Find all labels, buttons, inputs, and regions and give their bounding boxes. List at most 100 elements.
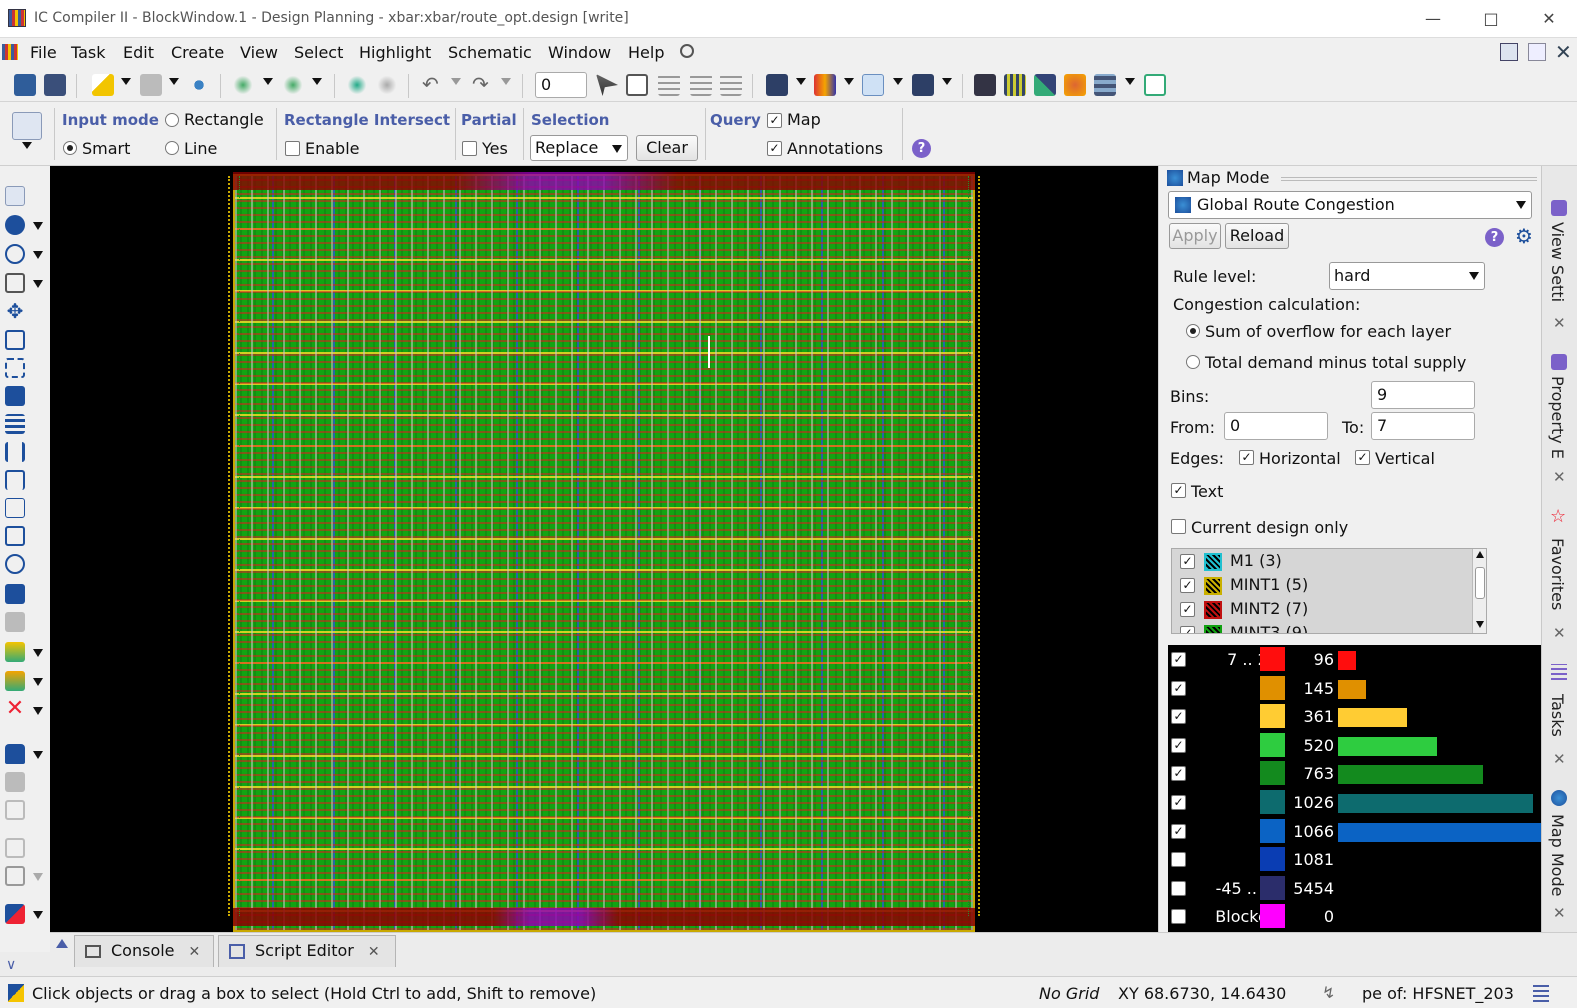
legend-checkbox[interactable] [1171, 909, 1186, 925]
flip-icon[interactable] [5, 358, 25, 378]
cells-icon[interactable] [5, 671, 25, 691]
chevron-down-icon[interactable] [451, 78, 461, 85]
undo-icon[interactable]: ↶ [422, 72, 439, 96]
map-mode-select[interactable]: Global Route Congestion [1168, 191, 1532, 219]
select-area-icon[interactable] [5, 498, 25, 518]
distribute-icon[interactable] [690, 74, 712, 96]
gear-icon[interactable]: ⚙ [1515, 224, 1533, 248]
timing-icon[interactable] [1034, 74, 1056, 96]
horizontal-checkbox[interactable]: ✓ [1239, 450, 1254, 465]
legend-checkbox[interactable]: ✓ [1171, 737, 1186, 753]
restore-window-icon[interactable] [1528, 43, 1546, 61]
highlight-pen-icon[interactable] [92, 74, 114, 96]
selection-mode-select[interactable]: Replace [530, 135, 628, 161]
info-icon[interactable] [5, 215, 25, 235]
menu-edit[interactable]: Edit [123, 43, 154, 62]
chevron-down-icon[interactable] [893, 78, 903, 85]
menu-select[interactable]: Select [294, 43, 344, 62]
group-icon[interactable] [5, 554, 25, 574]
close-icon[interactable]: ✕ [1553, 904, 1566, 922]
chevron-down-icon[interactable] [1476, 621, 1484, 628]
menu-create[interactable]: Create [171, 43, 225, 62]
close-icon[interactable]: ✕ [188, 944, 201, 960]
chevron-down-icon[interactable] [263, 78, 273, 85]
comment-icon[interactable] [766, 74, 788, 96]
scroll-thumb[interactable] [1475, 567, 1485, 599]
align-top-icon[interactable] [720, 74, 742, 96]
chevron-up-icon[interactable] [56, 939, 68, 948]
chevron-down-icon[interactable] [33, 649, 43, 657]
layout-icon[interactable] [1094, 74, 1116, 96]
menu-help[interactable]: Help [628, 43, 665, 62]
layer-checkbox[interactable]: ✓ [1180, 578, 1195, 593]
vertical-checkbox[interactable]: ✓ [1355, 450, 1370, 465]
save-icon[interactable] [44, 74, 66, 96]
place-icon[interactable] [5, 386, 25, 406]
select-tool-icon[interactable] [12, 112, 42, 140]
chevron-down-icon[interactable] [844, 78, 854, 85]
enable-checkbox[interactable] [285, 141, 300, 156]
tab-map-mode[interactable]: Map Mode [1548, 814, 1567, 897]
stack-icon[interactable] [5, 414, 25, 434]
chevron-down-icon[interactable] [33, 251, 43, 259]
net-fanin-icon[interactable] [232, 74, 254, 96]
menu-task[interactable]: Task [71, 43, 106, 62]
menu-highlight[interactable]: Highlight [359, 43, 432, 62]
legend-checkbox[interactable]: ✓ [1171, 823, 1186, 839]
close-icon[interactable]: ✕ [1553, 624, 1566, 642]
layout-canvas[interactable] [50, 166, 1158, 932]
list-item[interactable]: ✓ MINT1 (5) [1172, 574, 1472, 598]
chevron-down-icon[interactable] [942, 78, 952, 85]
chevron-down-icon[interactable] [33, 678, 43, 686]
legend-checkbox[interactable]: ✓ [1171, 652, 1186, 667]
menu-schematic[interactable]: Schematic [448, 43, 532, 62]
list-item[interactable]: ✓ MINT2 (7) [1172, 598, 1472, 622]
tab-script-editor[interactable]: Script Editor ✕ [218, 935, 396, 967]
pointer-icon[interactable] [596, 74, 618, 96]
move-icon[interactable]: ✥ [6, 299, 24, 323]
line-radio[interactable] [165, 141, 179, 155]
tab-property-editor[interactable]: Property E [1548, 376, 1567, 459]
menu-window[interactable]: Window [548, 43, 612, 62]
chevron-down-icon[interactable] [33, 222, 43, 230]
rectangle-radio[interactable] [165, 113, 179, 127]
app-menu-icon[interactable] [2, 44, 18, 60]
layer-list[interactable]: ✓ M1 (3) ✓ MINT1 (5) ✓ MINT2 (7) ✓ MINT3… [1171, 548, 1487, 634]
clear-button[interactable]: Clear [636, 135, 698, 161]
help-icon[interactable]: ? [1485, 228, 1504, 247]
chevron-down-icon[interactable] [22, 142, 32, 149]
list-item[interactable]: ✓ MINT3 (9) [1172, 622, 1472, 633]
ruler-icon[interactable] [5, 273, 25, 293]
chevron-down-icon[interactable] [121, 78, 131, 85]
remove-highlight-icon[interactable] [140, 74, 162, 96]
probe-icon[interactable] [974, 74, 996, 96]
layer-checkbox[interactable]: ✓ [1180, 626, 1195, 633]
minimize-icon[interactable]: — [1425, 9, 1441, 28]
legend-checkbox[interactable] [1171, 880, 1186, 896]
rectangle-tool-icon[interactable] [5, 866, 25, 886]
menu-file[interactable]: File [30, 43, 57, 62]
color-map-icon[interactable] [5, 642, 25, 662]
map-view-icon[interactable] [862, 74, 884, 96]
map-checkbox[interactable]: ✓ [767, 113, 782, 128]
float-window-icon[interactable] [1500, 43, 1518, 61]
chevron-down-icon[interactable] [169, 78, 179, 85]
chevron-down-icon[interactable] [1125, 78, 1135, 85]
partial-yes-checkbox[interactable] [462, 141, 477, 156]
pointer-icon[interactable] [5, 186, 25, 206]
chevron-down-icon[interactable] [33, 911, 43, 919]
expand-down-icon[interactable]: ∨ [6, 957, 17, 973]
copy-icon[interactable] [5, 526, 25, 546]
apply-button[interactable]: Apply [1169, 223, 1221, 249]
close-icon[interactable]: ✕ [1553, 468, 1566, 486]
zoom-net-icon[interactable] [346, 74, 368, 96]
close-icon[interactable]: ✕ [367, 944, 380, 960]
camera-icon[interactable] [912, 74, 934, 96]
list-icon[interactable] [1533, 984, 1549, 1002]
annotations-checkbox[interactable]: ✓ [767, 141, 782, 156]
chevron-up-icon[interactable] [1476, 551, 1484, 558]
search-icon[interactable] [680, 44, 694, 58]
tab-view-settings[interactable]: View Setti [1548, 222, 1567, 303]
chevron-down-icon[interactable] [33, 280, 43, 288]
close-icon[interactable]: ✕ [1542, 9, 1556, 28]
